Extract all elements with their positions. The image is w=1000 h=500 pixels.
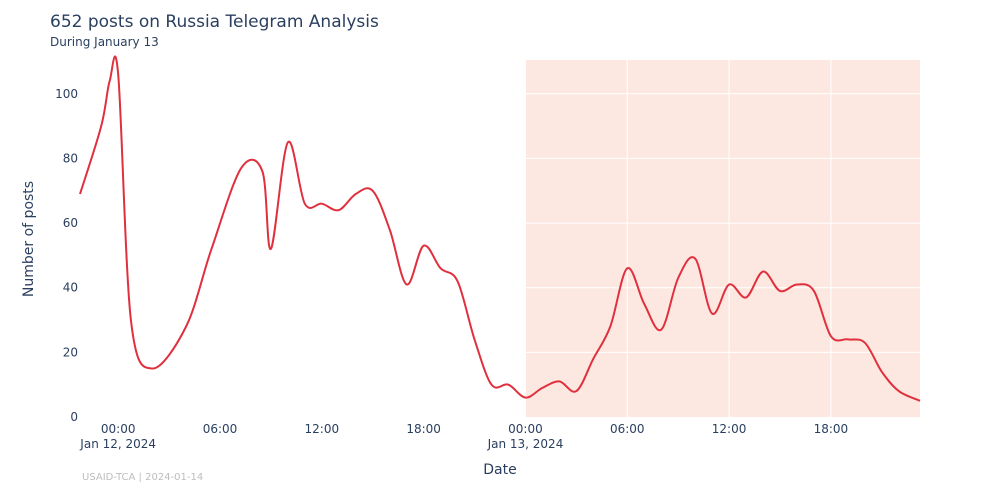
y-tick-label: 0 <box>70 410 78 424</box>
x-tick-label: 06:00 <box>203 422 238 436</box>
x-tick-label: 18:00 <box>814 422 849 436</box>
x-tick-label: 12:00 <box>712 422 747 436</box>
footer-source: USAID-TCA | 2024-01-14 <box>82 472 204 483</box>
x-axis-title: Date <box>483 462 516 478</box>
series-line <box>79 55 921 402</box>
x-tick-label: 00:00 <box>508 422 543 436</box>
highlight-region <box>525 60 920 417</box>
chart-subtitle: During January 13 <box>50 35 159 49</box>
x-tick-label: 12:00 <box>305 422 340 436</box>
y-tick-label: 20 <box>63 345 78 359</box>
x-tick-date-label: Jan 13, 2024 <box>487 437 564 451</box>
x-tick-label: 00:00 <box>101 422 136 436</box>
y-tick-label: 100 <box>55 87 78 101</box>
y-axis-title: Number of posts <box>21 181 37 297</box>
x-tick-date-label: Jan 12, 2024 <box>79 437 156 451</box>
x-tick-label: 06:00 <box>610 422 645 436</box>
y-tick-label: 60 <box>63 216 78 230</box>
x-tick-label: 18:00 <box>406 422 441 436</box>
y-tick-label: 80 <box>63 151 78 165</box>
y-tick-label: 40 <box>63 281 78 295</box>
chart-title: 652 posts on Russia Telegram Analysis <box>50 12 379 32</box>
